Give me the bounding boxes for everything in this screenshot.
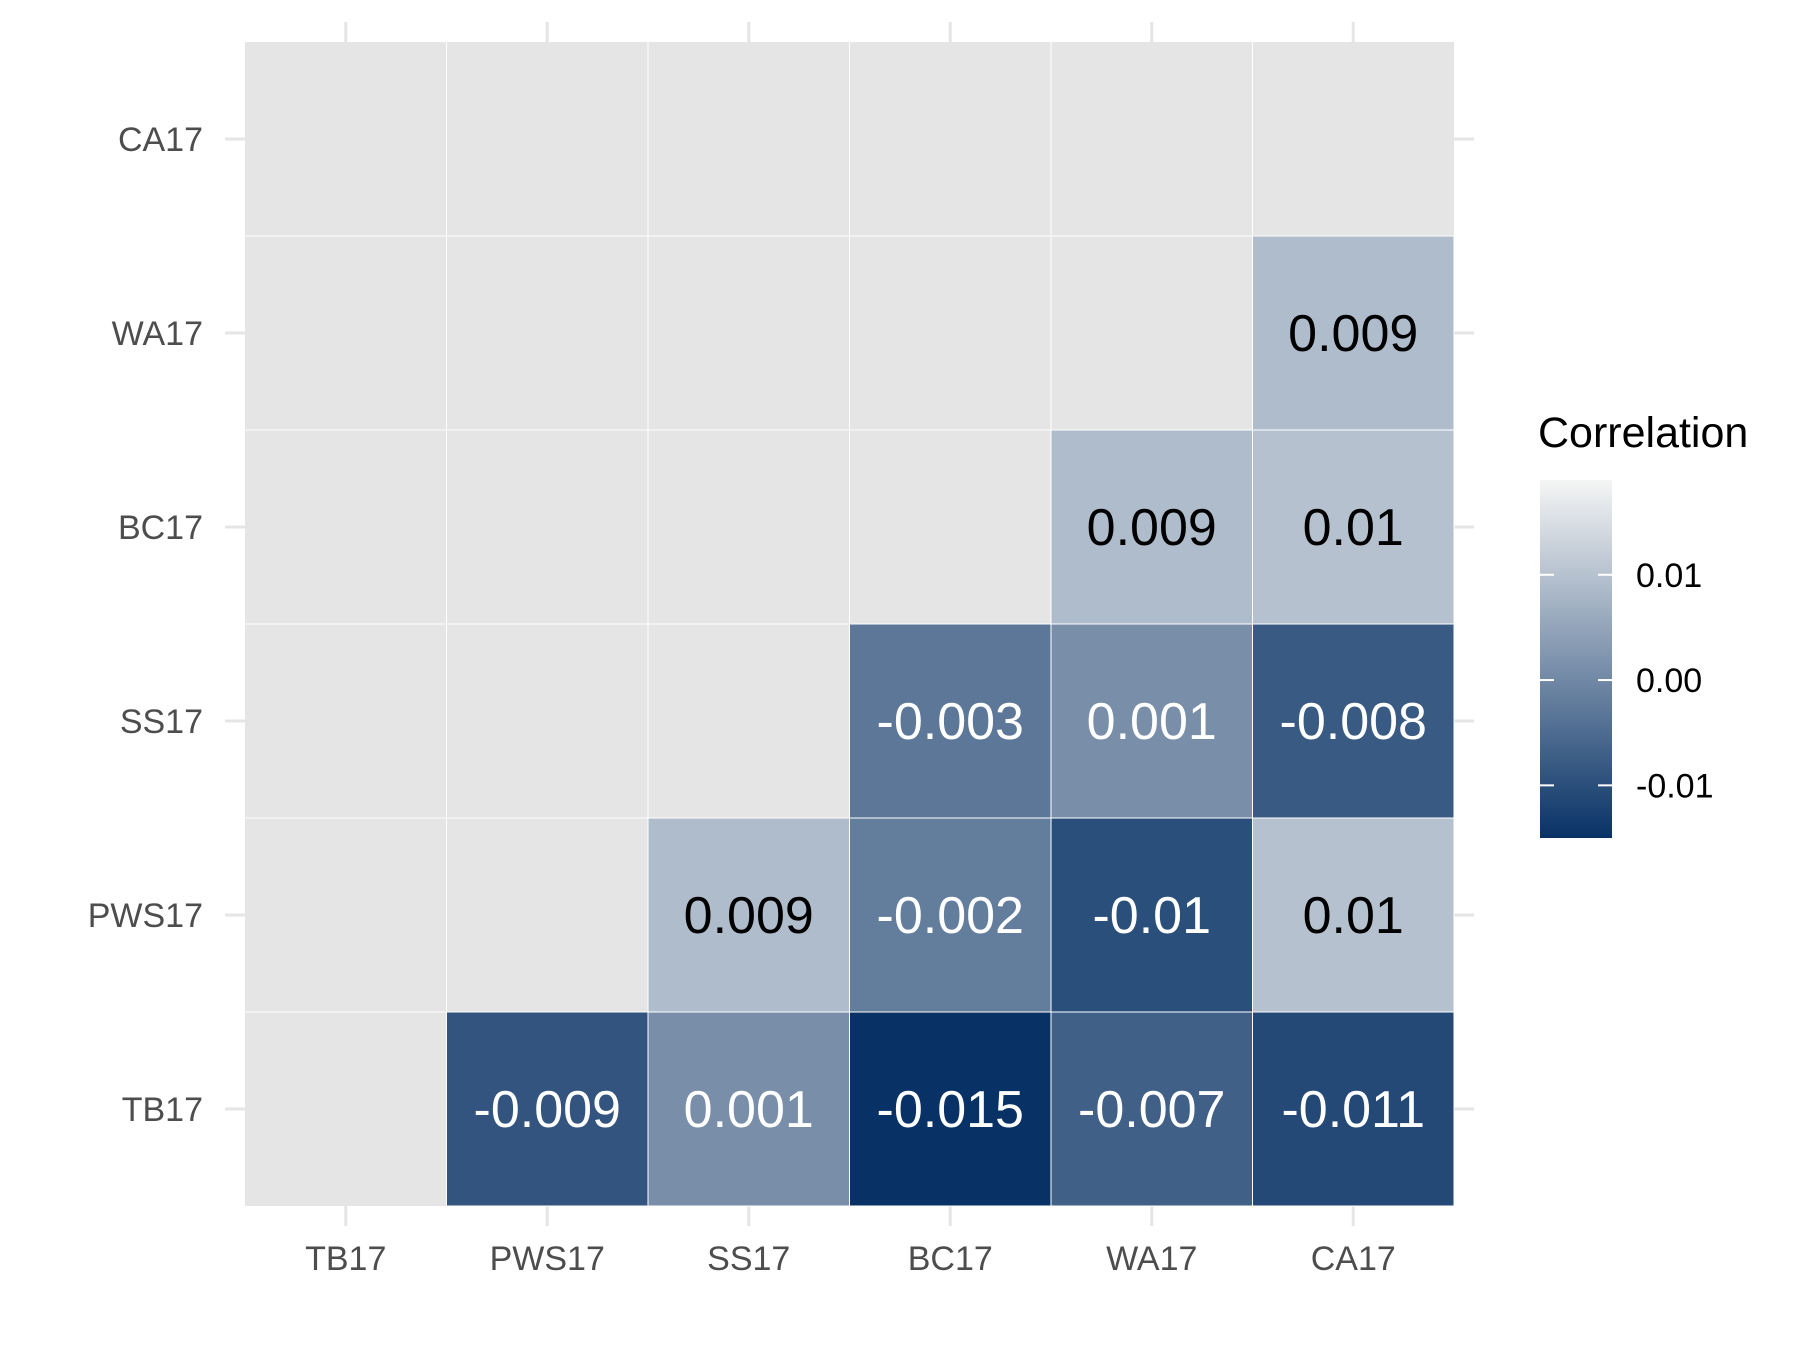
heatmap-cell-pws17-tb17 [446,1011,649,1207]
heatmap-cell-labels: -0.009 0.001 -0.015 -0.007 -0.011 0.009 -0.002… [474,305,1427,1139]
x-tick-label-tb17: TB17 [305,1240,386,1278]
cell-value-label-ca17-pws17: 0.01 [1303,887,1404,945]
heatmap-cell-ca17-bc17 [1252,429,1455,625]
cell-value-label-ca17-tb17: -0.011 [1281,1081,1425,1139]
x-axis-tick-labels: TB17 PWS17 SS17 BC17 WA17 CA17 [305,1240,1396,1278]
heatmap-cell-ca17-tb17 [1252,1011,1455,1207]
x-tick-label-bc17: BC17 [908,1240,993,1278]
cell-value-label-pws17-tb17: -0.009 [474,1081,621,1139]
legend-ticks: 0.01 0.00 -0.01 [1540,557,1714,805]
cell-value-label-wa17-ss17: 0.001 [1087,693,1217,751]
heatmap-cell-wa17-tb17 [1050,1011,1253,1207]
y-tick-label-bc17: BC17 [118,509,203,547]
cell-value-label-bc17-pws17: -0.002 [877,887,1024,945]
y-tick-label-ss17: SS17 [120,703,203,741]
cell-value-label-wa17-bc17: 0.009 [1087,499,1217,557]
cell-value-label-ca17-bc17: 0.01 [1303,499,1404,557]
heatmap-cell-bc17-pws17 [849,817,1052,1013]
cell-value-label-wa17-pws17: -0.01 [1092,887,1211,945]
legend-tick-label: 0.01 [1636,557,1702,595]
heatmap-cells [446,235,1455,1207]
heatmap-cell-ss17-pws17 [647,817,850,1013]
legend-tick-label: -0.01 [1636,767,1714,805]
color-legend: Correlation 0.01 0.00 -0.01 [1538,409,1748,838]
cell-value-label-ss17-pws17: 0.009 [684,887,814,945]
y-axis-tick-labels: TB17 PWS17 SS17 BC17 WA17 CA17 [88,121,203,1129]
axis-tick-marks [225,22,1474,1226]
heatmap-cell-ca17-wa17 [1252,235,1455,431]
x-tick-label-ca17: CA17 [1311,1240,1396,1278]
x-tick-label-pws17: PWS17 [490,1240,605,1278]
cell-value-label-ca17-ss17: -0.008 [1280,693,1427,751]
heatmap-cell-wa17-ss17 [1050,623,1253,819]
x-tick-label-ss17: SS17 [707,1240,790,1278]
heatmap-cell-wa17-pws17 [1050,817,1253,1013]
heatmap-cell-ca17-ss17 [1252,623,1455,819]
cell-value-label-wa17-tb17: -0.007 [1078,1081,1225,1139]
y-tick-label-tb17: TB17 [122,1091,203,1129]
legend-title: Correlation [1538,409,1748,457]
heatmap-cell-ca17-pws17 [1252,817,1455,1013]
heatmap-cell-bc17-ss17 [849,623,1052,819]
cell-value-label-bc17-tb17: -0.015 [877,1081,1024,1139]
x-tick-label-wa17: WA17 [1106,1240,1197,1278]
legend-tick-label: 0.00 [1636,662,1702,700]
legend-colorbar [1540,480,1612,838]
cell-value-label-ss17-tb17: 0.001 [684,1081,814,1139]
y-tick-label-wa17: WA17 [112,315,203,353]
y-tick-label-ca17: CA17 [118,121,203,159]
cell-value-label-ca17-wa17: 0.009 [1288,305,1418,363]
heatmap-cell-bc17-tb17 [849,1011,1052,1207]
y-tick-label-pws17: PWS17 [88,897,203,935]
cell-value-label-bc17-ss17: -0.003 [877,693,1024,751]
heatmap-cell-wa17-bc17 [1050,429,1253,625]
